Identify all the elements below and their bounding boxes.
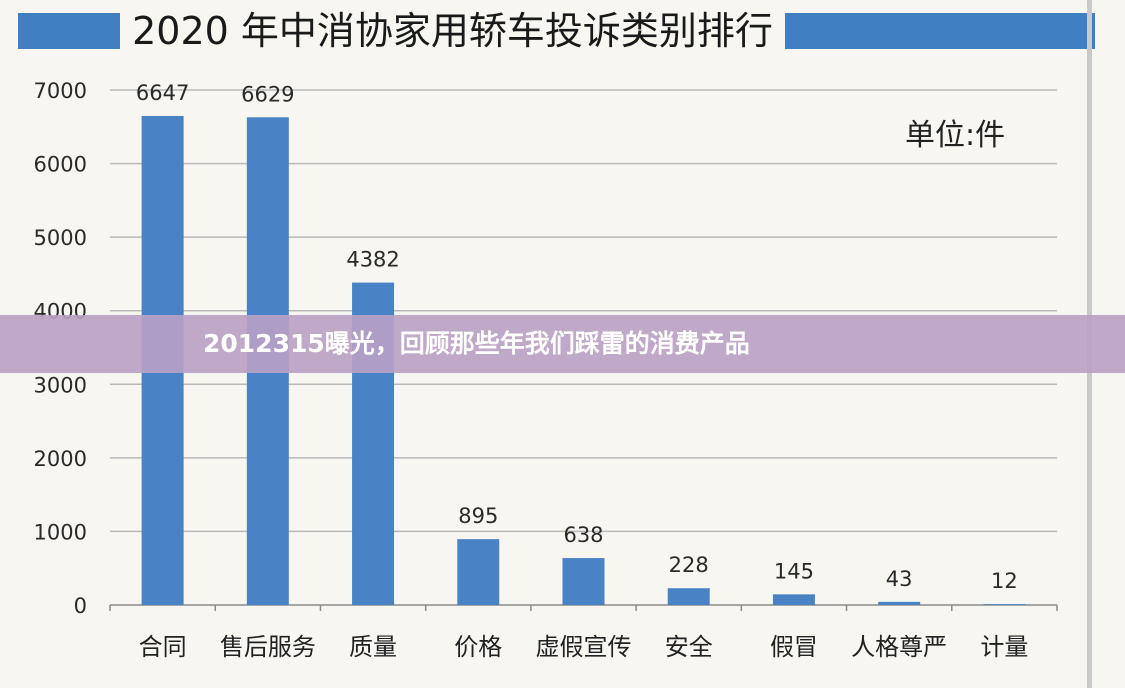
y-tick-label: 6000 [34,153,87,177]
y-tick-label: 0 [74,594,87,618]
data-label: 6647 [136,81,189,105]
category-label: 计量 [980,633,1028,661]
data-label: 6629 [241,82,294,106]
data-label: 638 [563,523,603,547]
data-label: 145 [774,559,814,583]
data-label: 228 [669,553,709,577]
data-label: 895 [458,504,498,528]
y-tick-label: 2000 [34,447,87,471]
bar [772,594,815,605]
category-label: 合同 [139,633,187,661]
title-bar-left [18,13,120,49]
unit-label: 单位:件 [905,118,1006,153]
y-tick-label: 3000 [34,373,87,397]
title-bar-right [785,13,1095,49]
y-tick-label: 1000 [34,520,87,544]
category-label: 假冒 [770,633,818,661]
category-label: 售后服务 [220,633,316,661]
y-tick-label: 5000 [34,226,87,250]
y-tick-label: 7000 [34,79,87,103]
bar [457,539,500,605]
data-label: 12 [991,569,1018,593]
category-label: 人格尊严 [851,633,947,661]
category-label: 价格 [454,633,502,661]
banner-text: 2012315曝光，回顾那些年我们踩雷的消费产品 [203,329,750,358]
category-label: 质量 [349,633,397,661]
bar [667,588,710,605]
data-label: 4382 [346,248,399,272]
bar [983,604,1026,605]
banner-overlay: 2012315曝光，回顾那些年我们踩雷的消费产品 [0,315,1125,373]
bar [562,558,605,605]
category-label: 虚假宣传 [536,633,632,661]
chart-title: 2020 年中消协家用轿车投诉类别排行 [132,9,773,53]
data-label: 43 [886,567,913,591]
bar [878,601,921,605]
category-label: 安全 [665,633,713,661]
